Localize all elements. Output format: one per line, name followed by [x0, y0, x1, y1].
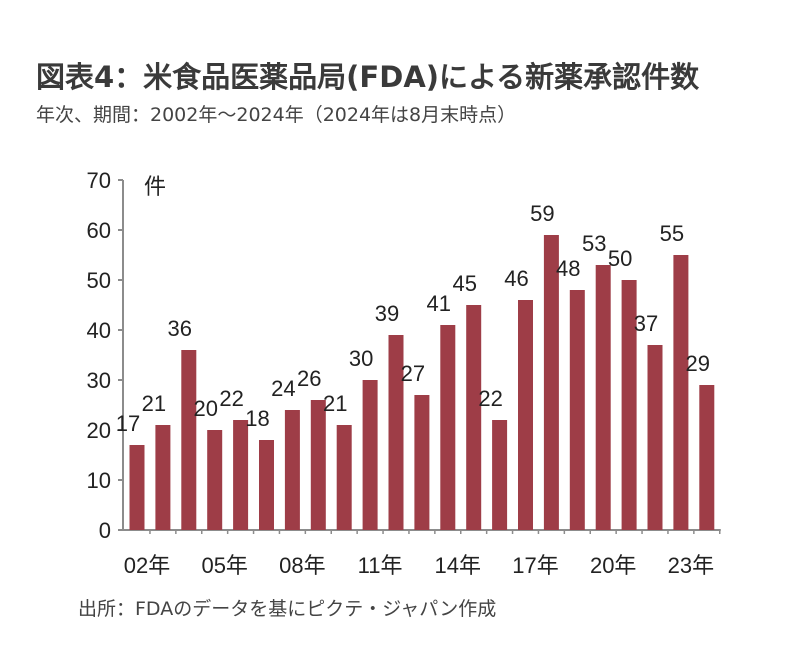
- bar-2010: [336, 425, 352, 530]
- data-label: 18: [245, 406, 269, 431]
- data-label: 55: [660, 221, 684, 246]
- y-axis-unit-label: 件: [144, 174, 166, 199]
- data-label: 45: [452, 271, 476, 296]
- bar-2003: [155, 425, 171, 530]
- data-label: 50: [608, 246, 632, 271]
- chart-subtitle: 年次、期間：2002年～2024年（2024年は8月末時点）: [36, 104, 517, 126]
- x-tick-label: 14年: [435, 553, 481, 578]
- x-tick-label: 17年: [512, 553, 558, 578]
- source-note: 出所：FDAのデータを基にピクテ・ジャパン作成: [78, 598, 497, 620]
- chart-title: 図表4：米食品医薬品局(FDA)による新薬承認件数: [36, 60, 700, 94]
- data-label: 29: [686, 351, 710, 376]
- bar-2014: [440, 325, 456, 530]
- x-tick-label: 08年: [279, 553, 325, 578]
- data-label: 24: [271, 376, 295, 401]
- bar-2022: [647, 345, 663, 530]
- x-tick-label: 20年: [590, 553, 636, 578]
- data-label: 17: [116, 411, 140, 436]
- bar-2021: [621, 280, 637, 530]
- bar-2009: [310, 400, 326, 530]
- data-label: 20: [193, 396, 217, 421]
- bar-2013: [414, 395, 430, 530]
- y-tick-label: 70: [87, 168, 111, 193]
- x-tick-label: 23年: [668, 553, 714, 578]
- bar-2017: [518, 300, 533, 530]
- bar-2015: [466, 305, 482, 530]
- y-tick-label: 50: [87, 268, 111, 293]
- data-label: 41: [427, 291, 451, 316]
- bar-2005: [207, 430, 223, 530]
- bar-2023: [673, 255, 689, 530]
- bar-2024: [699, 385, 715, 530]
- y-tick-label: 40: [87, 318, 111, 343]
- data-label: 36: [168, 316, 192, 341]
- y-tick-label: 20: [87, 418, 111, 443]
- data-label: 30: [349, 346, 373, 371]
- y-tick-label: 0: [99, 518, 111, 543]
- x-tick-label: 02年: [124, 553, 170, 578]
- data-label: 39: [375, 301, 399, 326]
- bar-2020: [595, 265, 611, 530]
- data-label: 59: [530, 201, 554, 226]
- bar-2011: [362, 380, 378, 530]
- y-tick-label: 30: [87, 368, 111, 393]
- data-label: 21: [323, 391, 347, 416]
- data-label: 21: [142, 391, 166, 416]
- bar-2019: [569, 290, 585, 530]
- data-label: 48: [556, 256, 580, 281]
- y-tick-label: 60: [87, 218, 111, 243]
- bar-2016: [492, 420, 508, 530]
- x-tick-label: 11年: [358, 553, 403, 578]
- data-label: 26: [297, 366, 321, 391]
- data-label: 46: [504, 266, 528, 291]
- y-tick-label: 10: [87, 468, 111, 493]
- x-tick-label: 05年: [201, 553, 247, 578]
- data-label: 37: [634, 311, 658, 336]
- data-label: 27: [401, 361, 425, 386]
- bar-2006: [233, 420, 249, 530]
- bar-2012: [388, 335, 404, 530]
- data-label: 53: [582, 231, 606, 256]
- bar-2008: [284, 410, 300, 530]
- bar-2007: [259, 440, 274, 530]
- bar-2002: [129, 445, 145, 530]
- bar-2004: [181, 350, 197, 530]
- data-label: 22: [219, 386, 243, 411]
- bar-2018: [543, 235, 559, 530]
- data-label: 22: [478, 386, 502, 411]
